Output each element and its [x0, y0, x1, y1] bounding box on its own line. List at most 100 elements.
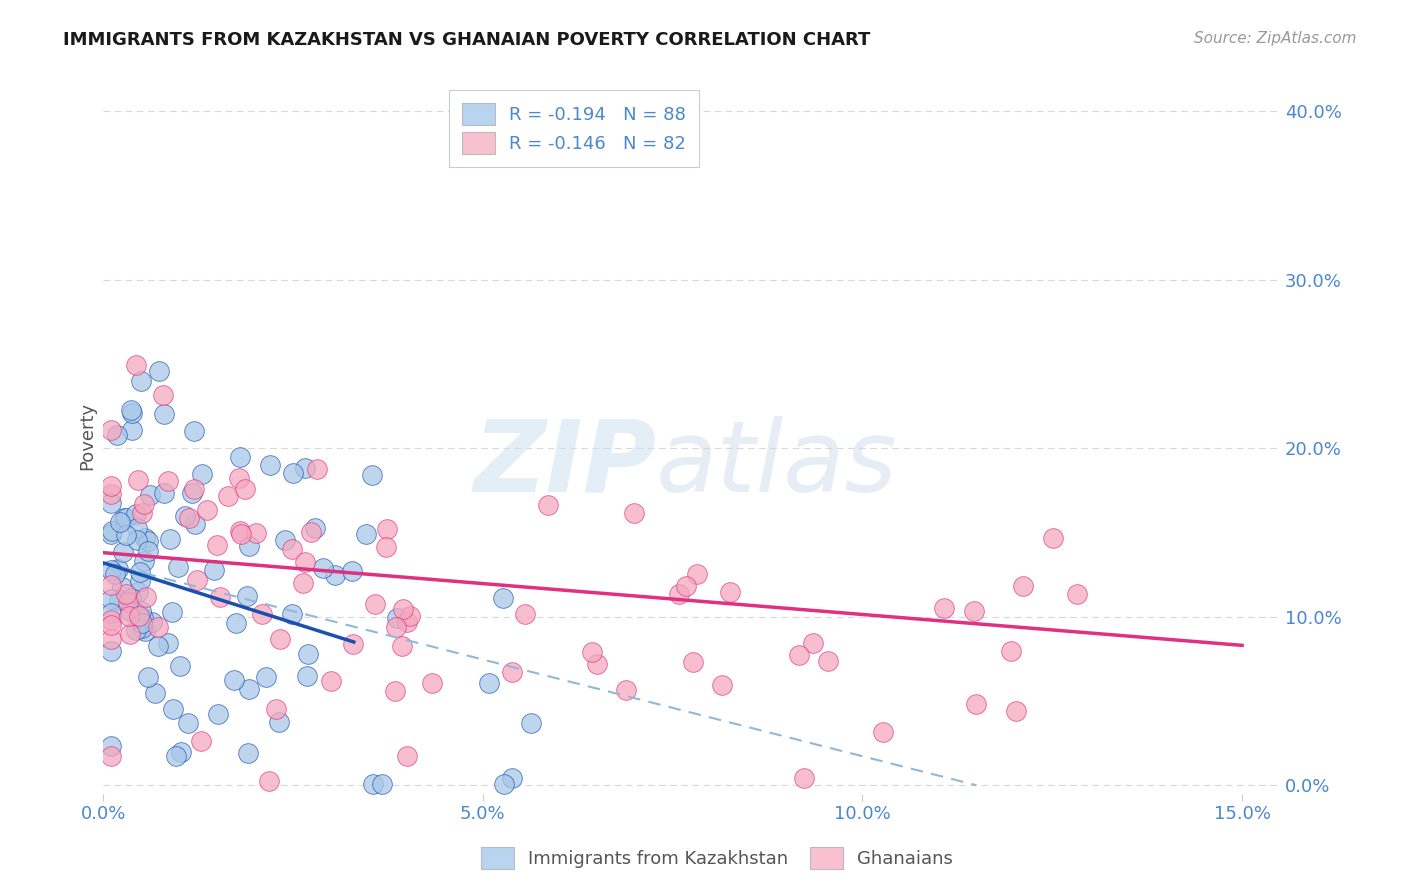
- Point: [217, 489, 239, 503]
- Point: [117, 595, 139, 609]
- Point: [297, 647, 319, 661]
- Point: [250, 607, 273, 621]
- Point: [176, 716, 198, 731]
- Point: [148, 620, 170, 634]
- Point: [682, 655, 704, 669]
- Point: [139, 488, 162, 502]
- Point: [384, 620, 406, 634]
- Point: [872, 724, 894, 739]
- Point: [105, 428, 128, 442]
- Point: [120, 591, 142, 606]
- Point: [100, 632, 122, 647]
- Point: [965, 697, 987, 711]
- Point: [1042, 531, 1064, 545]
- Point: [100, 423, 122, 437]
- Point: [135, 590, 157, 604]
- Point: [710, 678, 733, 692]
- Point: [114, 528, 136, 542]
- Point: [501, 771, 523, 785]
- Point: [181, 486, 204, 500]
- Y-axis label: Poverty: Poverty: [79, 401, 96, 469]
- Point: [1011, 579, 1033, 593]
- Point: [100, 527, 122, 541]
- Point: [269, 715, 291, 730]
- Point: [1066, 587, 1088, 601]
- Point: [111, 580, 134, 594]
- Point: [186, 573, 208, 587]
- Point: [100, 739, 122, 753]
- Point: [159, 532, 181, 546]
- Point: [131, 615, 153, 630]
- Point: [668, 587, 690, 601]
- Point: [304, 521, 326, 535]
- Point: [100, 487, 122, 501]
- Point: [101, 524, 124, 538]
- Point: [129, 604, 152, 618]
- Point: [153, 408, 176, 422]
- Point: [125, 624, 148, 638]
- Point: [238, 681, 260, 696]
- Point: [128, 574, 150, 589]
- Text: atlas: atlas: [657, 416, 898, 513]
- Point: [125, 533, 148, 547]
- Point: [125, 521, 148, 535]
- Point: [115, 510, 138, 524]
- Point: [100, 496, 122, 510]
- Point: [494, 776, 516, 790]
- Point: [174, 509, 197, 524]
- Point: [128, 609, 150, 624]
- Point: [202, 563, 225, 577]
- Point: [114, 587, 136, 601]
- Point: [112, 511, 135, 525]
- Point: [111, 545, 134, 559]
- Point: [585, 657, 607, 672]
- Point: [108, 592, 131, 607]
- Point: [934, 600, 956, 615]
- Point: [100, 563, 122, 577]
- Point: [319, 674, 342, 689]
- Point: [375, 522, 398, 536]
- Text: ZIP: ZIP: [474, 416, 657, 513]
- Point: [195, 503, 218, 517]
- Point: [801, 635, 824, 649]
- Point: [120, 402, 142, 417]
- Point: [259, 458, 281, 472]
- Point: [281, 467, 304, 481]
- Point: [307, 462, 329, 476]
- Point: [623, 506, 645, 520]
- Point: [787, 648, 810, 662]
- Point: [384, 684, 406, 698]
- Point: [100, 607, 122, 621]
- Text: IMMIGRANTS FROM KAZAKHSTAN VS GHANAIAN POVERTY CORRELATION CHART: IMMIGRANTS FROM KAZAKHSTAN VS GHANAIAN P…: [63, 31, 870, 49]
- Point: [184, 516, 207, 531]
- Point: [387, 610, 409, 624]
- Point: [153, 485, 176, 500]
- Point: [136, 543, 159, 558]
- Point: [104, 566, 127, 581]
- Point: [274, 533, 297, 547]
- Point: [793, 772, 815, 786]
- Point: [614, 682, 637, 697]
- Point: [100, 644, 122, 658]
- Point: [360, 468, 382, 483]
- Point: [191, 467, 214, 481]
- Point: [143, 686, 166, 700]
- Legend: Immigrants from Kazakhstan, Ghanaians: Immigrants from Kazakhstan, Ghanaians: [472, 838, 962, 879]
- Point: [492, 591, 515, 606]
- Point: [134, 531, 156, 545]
- Point: [294, 555, 316, 569]
- Point: [342, 564, 364, 578]
- Point: [257, 774, 280, 789]
- Point: [100, 613, 122, 627]
- Point: [100, 749, 122, 764]
- Point: [392, 601, 415, 615]
- Point: [134, 624, 156, 638]
- Point: [581, 645, 603, 659]
- Point: [167, 560, 190, 574]
- Point: [190, 734, 212, 748]
- Point: [228, 471, 250, 485]
- Point: [131, 621, 153, 635]
- Point: [124, 507, 146, 521]
- Point: [254, 670, 277, 684]
- Point: [183, 482, 205, 496]
